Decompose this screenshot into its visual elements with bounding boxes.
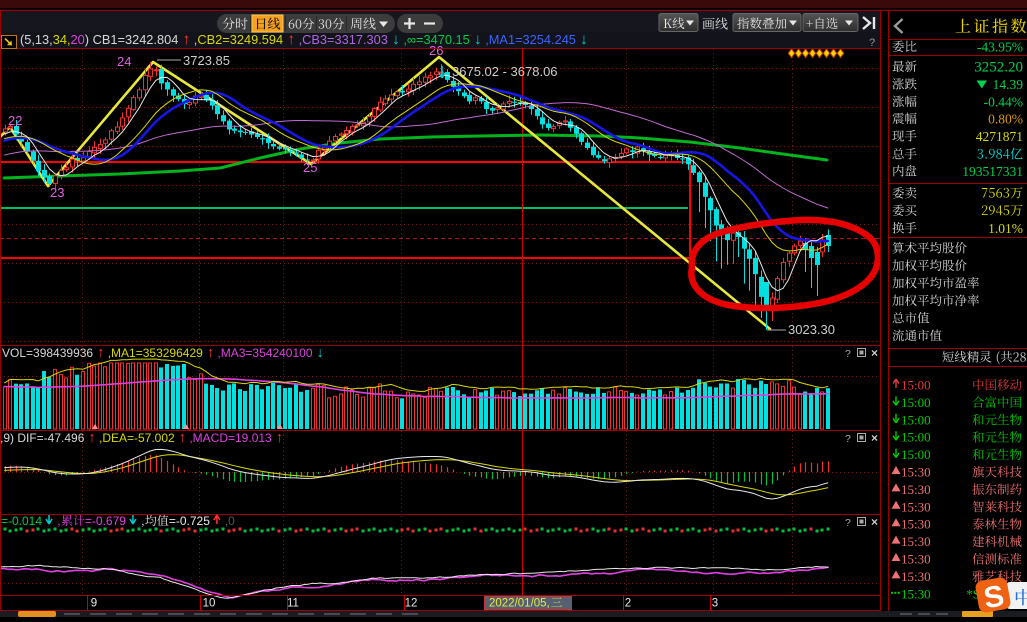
svg-text:-0.44%: -0.44% <box>984 95 1023 110</box>
svg-text:3675.02 - 3678.06: 3675.02 - 3678.06 <box>452 64 558 79</box>
svg-text:?: ? <box>869 37 875 49</box>
svg-text:15:00: 15:00 <box>901 430 931 445</box>
svg-text:15:30: 15:30 <box>901 465 931 480</box>
svg-text:=-0.725: =-0.725 <box>169 514 210 528</box>
svg-text:=-0.014: =-0.014 <box>1 514 42 528</box>
svg-text:×: × <box>871 431 878 445</box>
svg-text:11: 11 <box>287 598 299 610</box>
svg-text:VOL=398439936 ↑ ,MA1=353296429: VOL=398439936 ↑ ,MA1=353296429 ↑ ,MA3=35… <box>2 345 324 361</box>
svg-text:15:30: 15:30 <box>901 534 931 549</box>
svg-text:14.39: 14.39 <box>993 77 1024 92</box>
svg-text:15:30: 15:30 <box>901 586 931 601</box>
svg-text:9: 9 <box>91 598 97 610</box>
svg-text:,0: ,0 <box>225 514 235 528</box>
svg-text:3723.85: 3723.85 <box>183 53 230 68</box>
svg-text:25: 25 <box>303 160 317 175</box>
svg-text:×: × <box>871 346 878 360</box>
svg-text:15:30: 15:30 <box>901 569 931 584</box>
svg-text:15:00: 15:00 <box>901 412 931 427</box>
svg-text:2: 2 <box>625 598 631 610</box>
svg-text:22: 22 <box>8 113 22 128</box>
svg-text:26: 26 <box>429 43 443 58</box>
svg-text:0.80%: 0.80% <box>988 112 1023 127</box>
svg-text:?: ? <box>845 433 851 445</box>
svg-text:2022/01/05,: 2022/01/05, <box>489 598 550 610</box>
svg-text:,9) DIF=-47.496 ↑ ,DEA=-57.00: ,9) DIF=-47.496 ↑ ,DEA=-57.002 ↑ ,MACD=1… <box>0 430 283 446</box>
svg-text:15:30: 15:30 <box>901 482 931 497</box>
svg-text:10: 10 <box>203 598 216 610</box>
svg-text:15:00: 15:00 <box>901 447 931 462</box>
svg-text:15:30: 15:30 <box>901 552 931 567</box>
svg-text:(5,13,34,20) CB1=3242.804 ↑ ,: (5,13,34,20) CB1=3242.804 ↑ ,CB2=3249.59… <box>20 31 588 48</box>
svg-text:1.01%: 1.01% <box>988 221 1023 236</box>
svg-text:=-0.679: =-0.679 <box>85 514 126 528</box>
svg-text:3023.30: 3023.30 <box>788 322 835 337</box>
svg-text:12: 12 <box>405 598 418 610</box>
svg-text:24: 24 <box>117 54 131 69</box>
svg-text:3252.20: 3252.20 <box>974 60 1023 76</box>
svg-text:?: ? <box>845 348 851 360</box>
svg-text:3: 3 <box>712 598 718 610</box>
svg-text:×: × <box>871 515 878 529</box>
svg-text:15:00: 15:00 <box>901 395 931 410</box>
svg-text:15:30: 15:30 <box>901 499 931 514</box>
svg-text:4271871: 4271871 <box>976 129 1023 144</box>
svg-text:?: ? <box>845 517 851 529</box>
svg-text:15:30: 15:30 <box>901 517 931 532</box>
svg-text:15:00: 15:00 <box>901 378 931 393</box>
svg-text:193517331: 193517331 <box>962 164 1023 179</box>
svg-text:-43.95%: -43.95% <box>977 40 1023 55</box>
svg-text:23: 23 <box>50 185 64 200</box>
